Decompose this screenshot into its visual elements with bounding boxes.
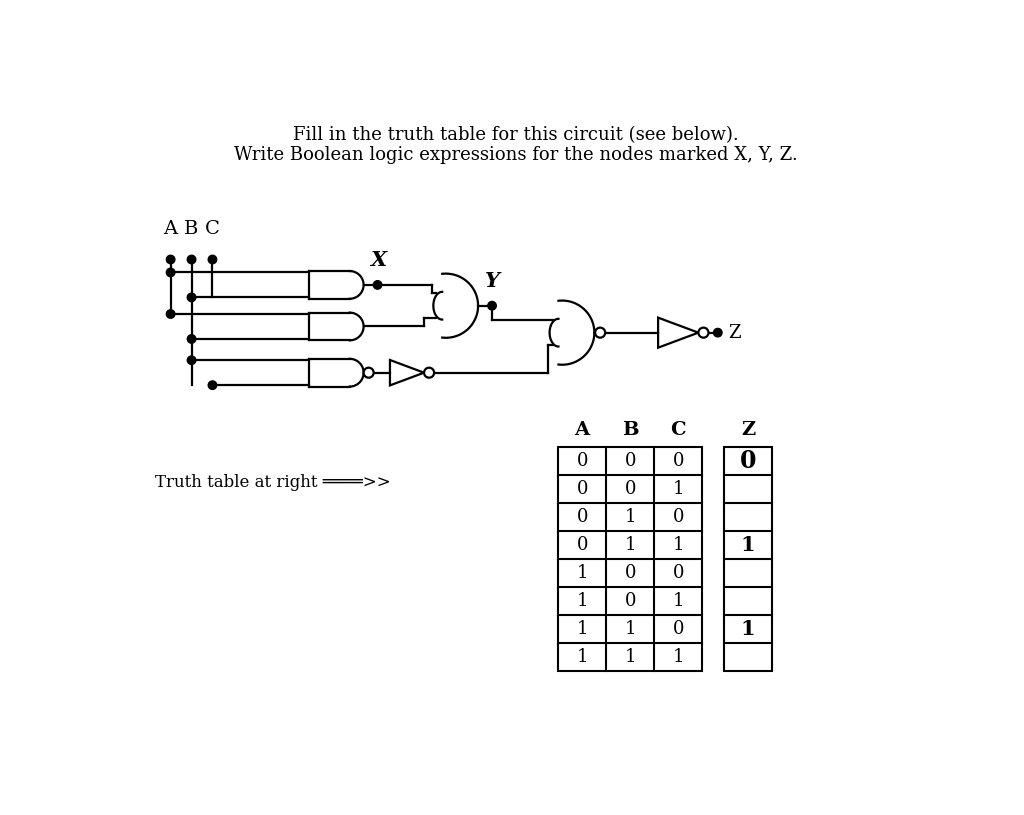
Bar	[724, 447, 772, 672]
Text: B: B	[184, 220, 199, 238]
Text: 1: 1	[625, 536, 636, 554]
Text: 1: 1	[673, 649, 684, 667]
Text: 0: 0	[673, 452, 684, 469]
Circle shape	[208, 255, 217, 264]
Circle shape	[166, 255, 175, 264]
Text: 0: 0	[625, 480, 636, 498]
Text: Truth table at right ════>>: Truth table at right ════>>	[155, 474, 391, 491]
Text: C: C	[205, 220, 220, 238]
Circle shape	[187, 255, 196, 264]
Text: 1: 1	[625, 649, 636, 667]
Text: Z: Z	[741, 421, 755, 438]
Text: X: X	[371, 250, 386, 271]
Text: C: C	[671, 421, 686, 438]
Circle shape	[187, 293, 196, 302]
Circle shape	[364, 368, 374, 377]
Circle shape	[424, 368, 434, 377]
Circle shape	[487, 302, 497, 310]
Text: 1: 1	[625, 620, 636, 638]
Bar	[558, 447, 702, 672]
Text: 0: 0	[625, 564, 636, 582]
Text: 0: 0	[673, 564, 684, 582]
Circle shape	[187, 335, 196, 343]
Circle shape	[714, 328, 722, 337]
Circle shape	[166, 310, 175, 318]
Text: 1: 1	[673, 593, 684, 610]
Text: 0: 0	[673, 620, 684, 638]
Circle shape	[374, 280, 382, 289]
Circle shape	[698, 328, 709, 337]
Text: 0: 0	[577, 536, 588, 554]
Text: 0: 0	[625, 593, 636, 610]
Text: 1: 1	[577, 620, 588, 638]
Text: 1: 1	[577, 593, 588, 610]
Text: 1: 1	[673, 480, 684, 498]
Text: 1: 1	[625, 508, 636, 526]
Text: 1: 1	[673, 536, 684, 554]
Text: A: A	[164, 220, 178, 238]
Circle shape	[208, 381, 217, 390]
Text: 0: 0	[577, 452, 588, 469]
Circle shape	[187, 356, 196, 364]
Text: 1: 1	[577, 564, 588, 582]
Text: 0: 0	[577, 508, 588, 526]
Text: 0: 0	[625, 452, 636, 469]
Text: Z: Z	[729, 324, 741, 341]
Text: A: A	[574, 421, 590, 438]
Text: 1: 1	[740, 619, 756, 639]
Text: 0: 0	[577, 480, 588, 498]
Circle shape	[166, 268, 175, 276]
Text: Fill in the truth table for this circuit (see below).: Fill in the truth table for this circuit…	[293, 126, 738, 144]
Text: 1: 1	[577, 649, 588, 667]
Circle shape	[595, 328, 605, 337]
Text: 0: 0	[739, 449, 757, 473]
Text: B: B	[622, 421, 639, 438]
Text: Write Boolean logic expressions for the nodes marked X, Y, Z.: Write Boolean logic expressions for the …	[233, 147, 798, 165]
Text: Y: Y	[485, 271, 501, 291]
Text: 0: 0	[673, 508, 684, 526]
Text: 1: 1	[740, 535, 756, 555]
